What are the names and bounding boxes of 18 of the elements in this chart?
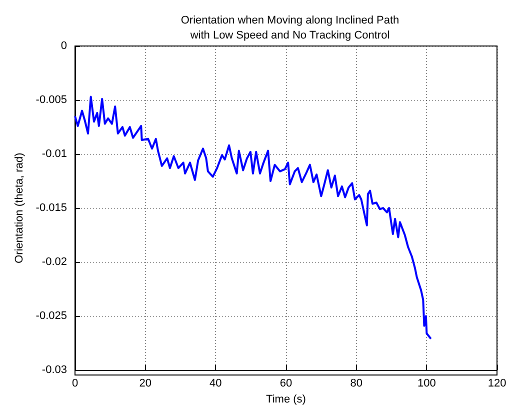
y-tick-label: -0.025 — [36, 310, 67, 322]
y-tick-label: 0 — [60, 40, 67, 52]
line-series — [74, 96, 432, 340]
x-tick-label: 80 — [350, 378, 362, 390]
x-tick-label: 0 — [72, 378, 78, 390]
x-tick-label: 60 — [280, 378, 292, 390]
x-tick-label: 120 — [488, 378, 506, 390]
chart-title: Orientation when Moving along Inclined Path with Low Speed and No Tracking Control — [180, 14, 400, 42]
y-tick-label: -0.015 — [36, 202, 67, 214]
y-tick-label: -0.03 — [42, 364, 67, 376]
x-axis-title: Time (s) — [266, 394, 306, 406]
x-tick-label: 100 — [417, 378, 436, 390]
x-tick-label: 40 — [210, 378, 222, 390]
y-tick-label: -0.005 — [36, 94, 67, 106]
y-tick-label: -0.01 — [42, 148, 67, 160]
y-axis-title: Orientation (theta, rad) — [13, 152, 26, 264]
y-tick-label: -0.02 — [42, 256, 67, 268]
x-tick-label: 20 — [139, 378, 152, 390]
